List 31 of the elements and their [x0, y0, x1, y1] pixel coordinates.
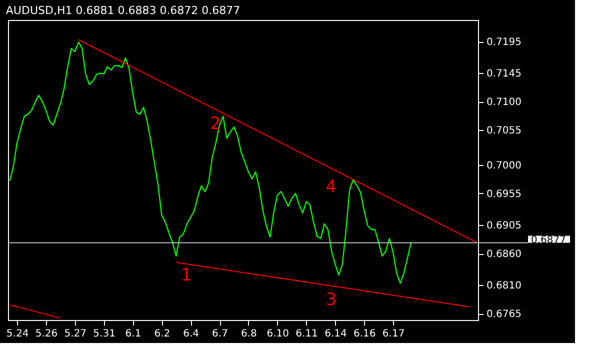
chart-title: AUDUSD,H1 0.6881 0.6883 0.6872 0.6877: [6, 4, 240, 17]
y-tick-label: 0.7195: [486, 37, 522, 48]
y-tick-label: 0.6955: [486, 188, 522, 200]
y-tick-label: 0.6810: [486, 280, 522, 292]
x-tick-label: 6.10: [266, 328, 289, 340]
annotation: 2: [210, 114, 221, 134]
y-tick-label: 0.7000: [486, 160, 522, 172]
y-tick-label: 0.7145: [486, 68, 522, 80]
y-tick-label: 0.6765: [486, 309, 522, 320]
line-series: [9, 42, 412, 284]
x-tick-label: 5.24: [6, 328, 29, 340]
x-tick-label: 6.17: [382, 328, 405, 340]
x-tick-label: 6.14: [324, 328, 347, 340]
annotation: 4: [326, 176, 337, 197]
y-tick-label: 0.6905: [486, 220, 522, 232]
x-tick-label: 6.7: [212, 328, 228, 340]
x-tick-label: 5.31: [93, 328, 116, 340]
ref-line-label: 0.6877: [531, 234, 566, 246]
x-tick-label: 5.26: [35, 328, 58, 340]
x-tick-label: 6.1: [125, 328, 142, 340]
annotation: 3: [326, 290, 337, 310]
x-tick-label: 6.4: [183, 328, 200, 340]
y-tick-label: 0.6860: [486, 249, 522, 260]
x-tick-label: 6.16: [353, 328, 376, 340]
y-tick-label: 0.7055: [486, 126, 522, 137]
x-tick-label: 6.2: [154, 328, 170, 340]
x-tick-label: 6.8: [240, 328, 257, 340]
x-tick-label: 6.11: [296, 328, 318, 340]
x-tick-label: 5.27: [64, 328, 87, 340]
annotation: 1: [181, 265, 192, 286]
y-tick-label: 0.7100: [486, 97, 522, 108]
